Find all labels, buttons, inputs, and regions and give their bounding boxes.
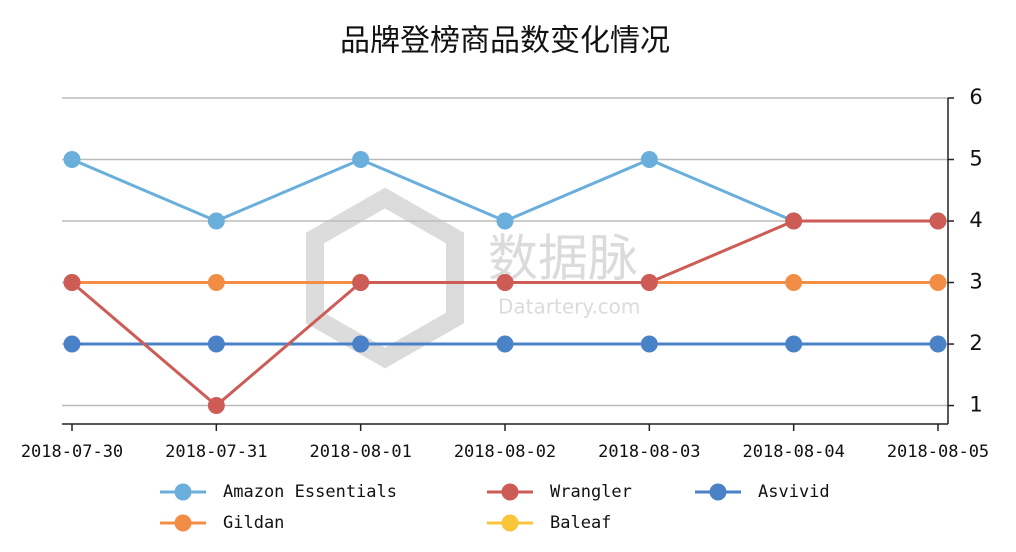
legend-label: Gildan (223, 513, 284, 533)
data-point (929, 274, 947, 292)
data-point (929, 335, 947, 353)
y-tick-label: 3 (969, 270, 982, 294)
data-point (207, 274, 225, 292)
watermark-site: Datartery.com (498, 295, 640, 319)
y-tick-label: 2 (969, 331, 982, 355)
data-point (929, 212, 947, 230)
x-tick-label: 2018-08-05 (887, 442, 989, 462)
y-tick-label: 6 (969, 85, 982, 109)
data-point (207, 212, 225, 230)
x-tick-label: 2018-08-03 (598, 442, 700, 462)
data-point (207, 335, 225, 353)
x-tick-label: 2018-08-04 (742, 442, 844, 462)
legend-label: Baleaf (550, 513, 611, 533)
data-point (640, 151, 658, 169)
data-point (496, 274, 514, 292)
chart-title: 品牌登榜商品数变化情况 (340, 24, 670, 59)
legend-marker (174, 514, 192, 532)
x-tick-label: 2018-08-02 (454, 442, 556, 462)
x-tick-label: 2018-07-30 (21, 442, 123, 462)
data-point (352, 274, 370, 292)
x-tick-label: 2018-08-01 (309, 442, 411, 462)
legend-marker (501, 514, 519, 532)
data-point (785, 212, 803, 230)
data-point (207, 397, 225, 415)
legend-label: Asvivid (758, 482, 830, 502)
data-point (63, 335, 81, 353)
y-tick-label: 5 (969, 147, 982, 171)
watermark-name: 数据脉 (488, 230, 638, 288)
data-point (352, 335, 370, 353)
data-point (640, 274, 658, 292)
watermark: 数据脉 Datartery.com (306, 187, 640, 369)
legend-label: Wrangler (550, 482, 632, 502)
data-point (63, 151, 81, 169)
y-tick-label: 4 (969, 208, 982, 232)
x-tick-label: 2018-07-31 (165, 442, 267, 462)
legend-label: Amazon Essentials (223, 482, 397, 502)
y-tick-label: 1 (969, 393, 982, 417)
data-point (63, 274, 81, 292)
data-point (785, 274, 803, 292)
legend-marker (709, 483, 727, 501)
watermark-logo (306, 187, 464, 369)
data-point (785, 335, 803, 353)
data-point (352, 151, 370, 169)
data-point (640, 335, 658, 353)
legend-marker (174, 483, 192, 501)
data-point (496, 335, 514, 353)
series-line (71, 157, 938, 223)
legend-marker (501, 483, 519, 501)
data-point (496, 212, 514, 230)
